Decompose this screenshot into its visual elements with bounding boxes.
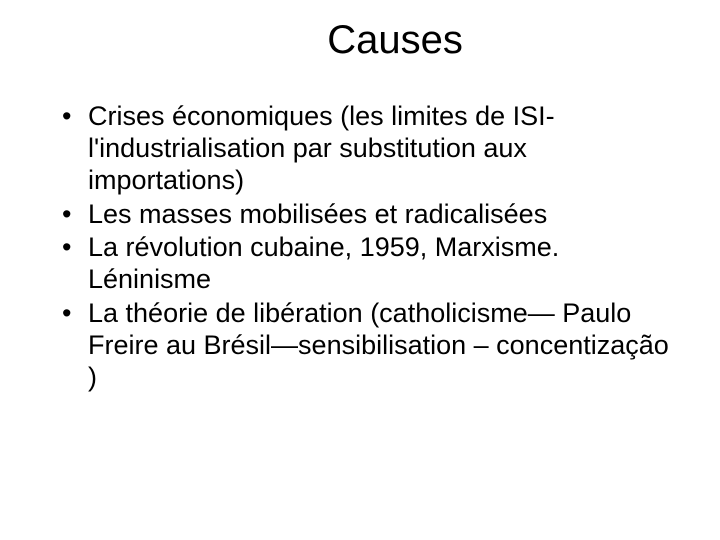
list-item: La révolution cubaine, 1959, Marxisme. L… xyxy=(62,232,680,296)
slide-title: Causes xyxy=(40,18,680,63)
list-item: Les masses mobilisées et radicalisées xyxy=(62,199,680,231)
bullet-list: Crises économiques (les limites de ISI-l… xyxy=(40,101,680,394)
list-item: La théorie de libération (catholicisme— … xyxy=(62,298,680,394)
slide: Causes Crises économiques (les limites d… xyxy=(0,0,720,540)
list-item: Crises économiques (les limites de ISI-l… xyxy=(62,101,680,197)
